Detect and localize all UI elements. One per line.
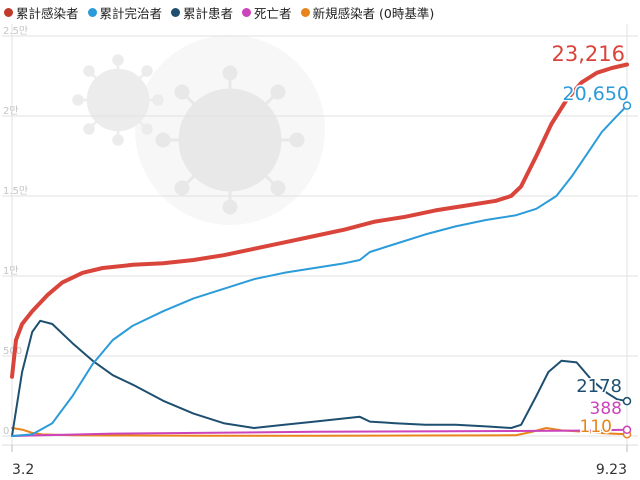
legend-label: 新規感染者 (0時基準) [312,5,435,21]
legend-item-cumulative-infected[interactable]: 累計感染者 [4,3,79,22]
legend-item-deaths[interactable]: 死亡者 [242,3,292,22]
y-tick-label: 1.5만 [3,185,28,197]
virus-small-icon [72,54,164,146]
legend-label: 累計感染者 [16,5,79,21]
legend-dot-cumulative-recovered [87,7,97,17]
y-tick-label: 2.5만 [3,25,28,37]
legend-dot-deaths [242,7,252,17]
legend-label: 累計患者 [183,5,234,21]
virus-illustration [72,35,325,225]
legend-dot-new-infected [300,7,310,17]
legend-item-cumulative-patients[interactable]: 累計患者 [171,3,233,22]
grid-lines [2,24,638,452]
series-end-point [622,425,632,435]
series-end-label: 110 [580,417,612,437]
legend-dot-cumulative-infected [4,7,13,17]
x-tick-label-end: 9.23 [596,462,627,478]
y-tick-label: 0 [3,426,9,437]
y-tick-label: 2만 [3,105,19,117]
legend-dot-cumulative-patients [171,7,181,17]
series-end-point [622,101,632,110]
series-end-point [622,396,632,406]
chart-legend: 累計感染者 累計完治者 累計患者 死亡者 新規感染者 (0時基準) [4,3,434,21]
series-end-label: 388 [590,399,622,419]
series-end-label: 2178 [576,376,622,397]
legend-item-cumulative-recovered[interactable]: 累計完治者 [87,3,163,22]
series-line[interactable] [10,62,629,379]
series-line[interactable] [11,104,628,437]
axis-labels: 0 500 1만 1.5만 2만 2.5만 3.2 9.23 [3,25,627,478]
y-tick-label: 1만 [3,265,19,277]
legend-label: 死亡者 [254,5,292,21]
series-line[interactable] [11,428,628,437]
x-tick-label-start: 3.2 [12,462,34,478]
series-end-label: 20,650 [563,83,629,105]
virus-large-icon [155,65,305,215]
series-lines [10,62,632,439]
series-end-label: 23,216 [552,42,625,66]
series-line[interactable] [11,319,628,437]
y-tick-label: 500 [3,346,22,357]
legend-item-new-infected[interactable]: 新規感染者 (0時基準) [300,3,435,22]
legend-label: 累計完治者 [99,5,163,21]
